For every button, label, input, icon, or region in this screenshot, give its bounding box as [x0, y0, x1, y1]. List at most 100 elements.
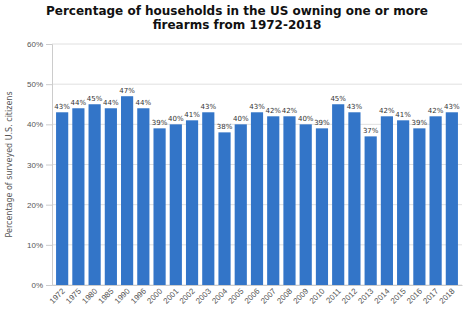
y-tick: 20% — [27, 201, 52, 210]
x-tick-label: 2002 — [178, 286, 197, 305]
x-tick-label: 2007 — [259, 286, 278, 305]
bar — [381, 116, 393, 285]
x-tick: 2012 — [340, 286, 359, 305]
y-tick-mark — [46, 165, 52, 166]
x-tick: 1975 — [64, 286, 83, 305]
data-label: 45% — [330, 95, 346, 103]
x-tick: 1980 — [80, 286, 99, 305]
x-tick-label: 2006 — [243, 286, 262, 305]
bars — [56, 96, 458, 285]
y-axis-title: Percentage of surveyed U.S. citizens — [5, 91, 14, 237]
bar — [202, 112, 214, 285]
x-tick-label: 2011 — [324, 286, 343, 305]
x-tick-label: 1985 — [97, 286, 116, 305]
y-tick-label: 0% — [31, 281, 43, 290]
x-tick-label: 2000 — [145, 286, 164, 305]
data-label: 38% — [217, 123, 233, 131]
x-tick: 2014 — [373, 286, 392, 305]
y-tick-mark — [46, 245, 52, 246]
bar — [72, 108, 84, 285]
bar — [348, 112, 360, 285]
y-tick-label: 20% — [27, 201, 43, 210]
x-tick-label: 2010 — [308, 286, 327, 305]
data-labels: 43%44%45%44%47%44%39%40%41%43%38%40%43%4… — [54, 87, 460, 135]
data-label: 41% — [184, 111, 200, 119]
data-label: 42% — [428, 107, 444, 115]
y-tick: 40% — [27, 120, 52, 129]
grid — [52, 44, 462, 285]
bar — [283, 116, 295, 285]
y-tick-label: 30% — [27, 161, 43, 170]
bar — [365, 136, 377, 285]
y-tick: 0% — [31, 281, 52, 290]
x-tick: 2001 — [162, 286, 181, 305]
x-tick: 2005 — [226, 286, 245, 305]
bar — [89, 104, 101, 285]
bar — [316, 128, 328, 285]
y-tick-label: 10% — [27, 241, 43, 250]
data-label: 44% — [103, 99, 119, 107]
x-tick: 2018 — [438, 286, 457, 305]
data-label: 43% — [347, 103, 363, 111]
data-label: 40% — [233, 115, 249, 123]
bar — [137, 108, 149, 285]
data-label: 39% — [412, 119, 428, 127]
data-label: 37% — [363, 127, 379, 135]
x-tick: 1996 — [129, 286, 148, 305]
x-axis: 1972197519801985199019962000200120022003… — [48, 286, 463, 306]
y-tick: 50% — [27, 80, 52, 89]
x-tick-label: 2012 — [340, 286, 359, 305]
bar — [218, 132, 230, 285]
y-tick-label: 50% — [27, 80, 43, 89]
bar — [153, 128, 165, 285]
data-label: 39% — [152, 119, 168, 127]
data-label: 43% — [444, 103, 460, 111]
x-tick-label: 2005 — [226, 286, 245, 305]
x-tick-label: 2018 — [438, 286, 457, 305]
x-tick: 2017 — [421, 286, 440, 305]
bar — [413, 128, 425, 285]
x-tick: 2015 — [389, 286, 408, 305]
data-label: 42% — [379, 107, 395, 115]
y-tick: 60% — [27, 40, 52, 49]
data-label: 42% — [265, 107, 281, 115]
x-tick-label: 2017 — [421, 286, 440, 305]
bar — [56, 112, 68, 285]
bar — [430, 116, 442, 285]
y-axis-line — [46, 45, 53, 286]
x-tick-label: 2001 — [162, 286, 181, 305]
x-tick: 2011 — [324, 286, 343, 305]
y-tick-mark — [46, 285, 52, 286]
bar — [235, 124, 247, 285]
x-tick-label: 1972 — [48, 286, 67, 305]
x-tick: 2003 — [194, 286, 213, 305]
y-tick-mark — [46, 124, 52, 125]
bar — [105, 108, 117, 285]
x-tick: 2006 — [243, 286, 262, 305]
bar — [300, 124, 312, 285]
data-label: 47% — [119, 87, 135, 95]
y-tick: 10% — [27, 241, 52, 250]
x-tick-label: 2015 — [389, 286, 408, 305]
grid-line — [52, 84, 462, 85]
plot: 43%44%45%44%47%44%39%40%41%43%38%40%43%4… — [27, 40, 463, 306]
x-tick-label: 1980 — [80, 286, 99, 305]
x-axis-line — [53, 285, 463, 286]
y-tick-mark — [46, 84, 52, 85]
x-tick-label: 1990 — [113, 286, 132, 305]
x-tick-label: 2004 — [210, 286, 229, 305]
data-label: 39% — [314, 119, 330, 127]
y-axis: 0% 10% 20% 30% 40% 50% 60% — [27, 40, 53, 290]
y-tick-mark — [46, 205, 52, 206]
data-label: 43% — [201, 103, 217, 111]
bar — [397, 120, 409, 285]
data-label: 44% — [71, 99, 87, 107]
x-tick: 2013 — [356, 286, 375, 305]
x-tick: 2010 — [308, 286, 327, 305]
chart: Percentage of households in the US ownin… — [0, 0, 474, 319]
x-tick-label: 2013 — [356, 286, 375, 305]
x-tick-label: 1975 — [64, 286, 83, 305]
data-label: 40% — [168, 115, 184, 123]
grid-line — [52, 44, 462, 45]
data-label: 43% — [54, 103, 70, 111]
